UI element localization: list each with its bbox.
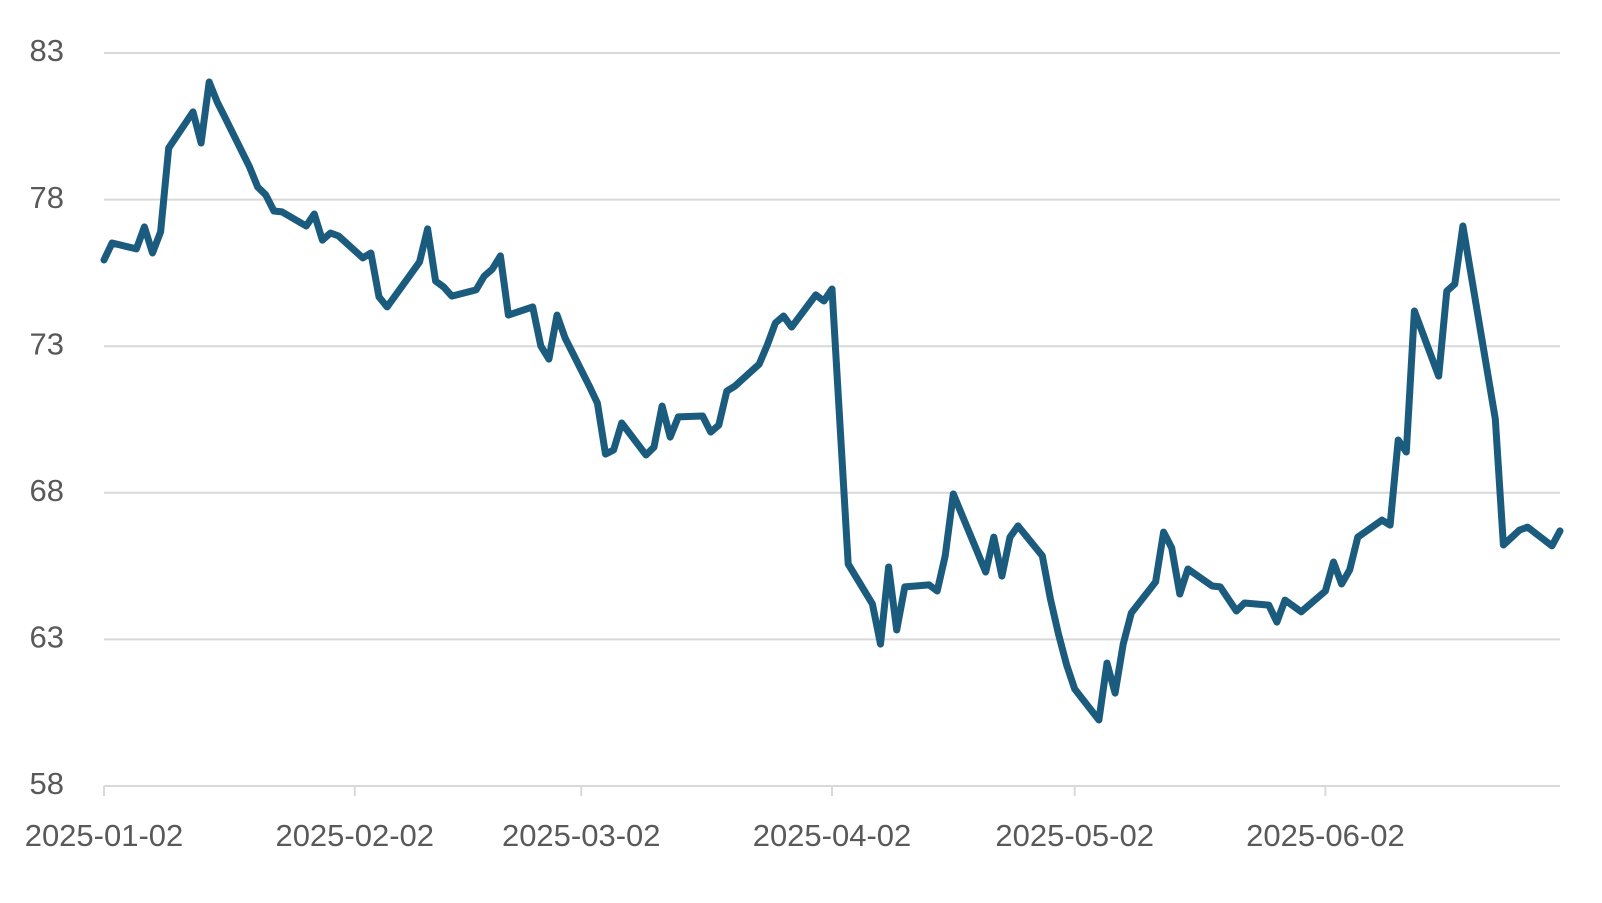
x-tick-label: 2025-04-02 (753, 818, 912, 853)
y-tick-label: 78 (30, 180, 64, 215)
y-tick-label: 68 (30, 473, 64, 508)
y-tick-label: 63 (30, 620, 64, 655)
y-tick-label: 58 (30, 766, 64, 801)
y-tick-label: 73 (30, 326, 64, 361)
y-tick-label: 83 (30, 33, 64, 68)
x-tick-label: 2025-02-02 (275, 818, 434, 853)
x-tick-label: 2025-03-02 (502, 818, 661, 853)
x-tick-label: 2025-06-02 (1246, 818, 1405, 853)
line-series (100, 78, 1564, 724)
x-tick-label: 2025-01-02 (25, 818, 184, 853)
x-tick-label: 2025-05-02 (995, 818, 1154, 853)
